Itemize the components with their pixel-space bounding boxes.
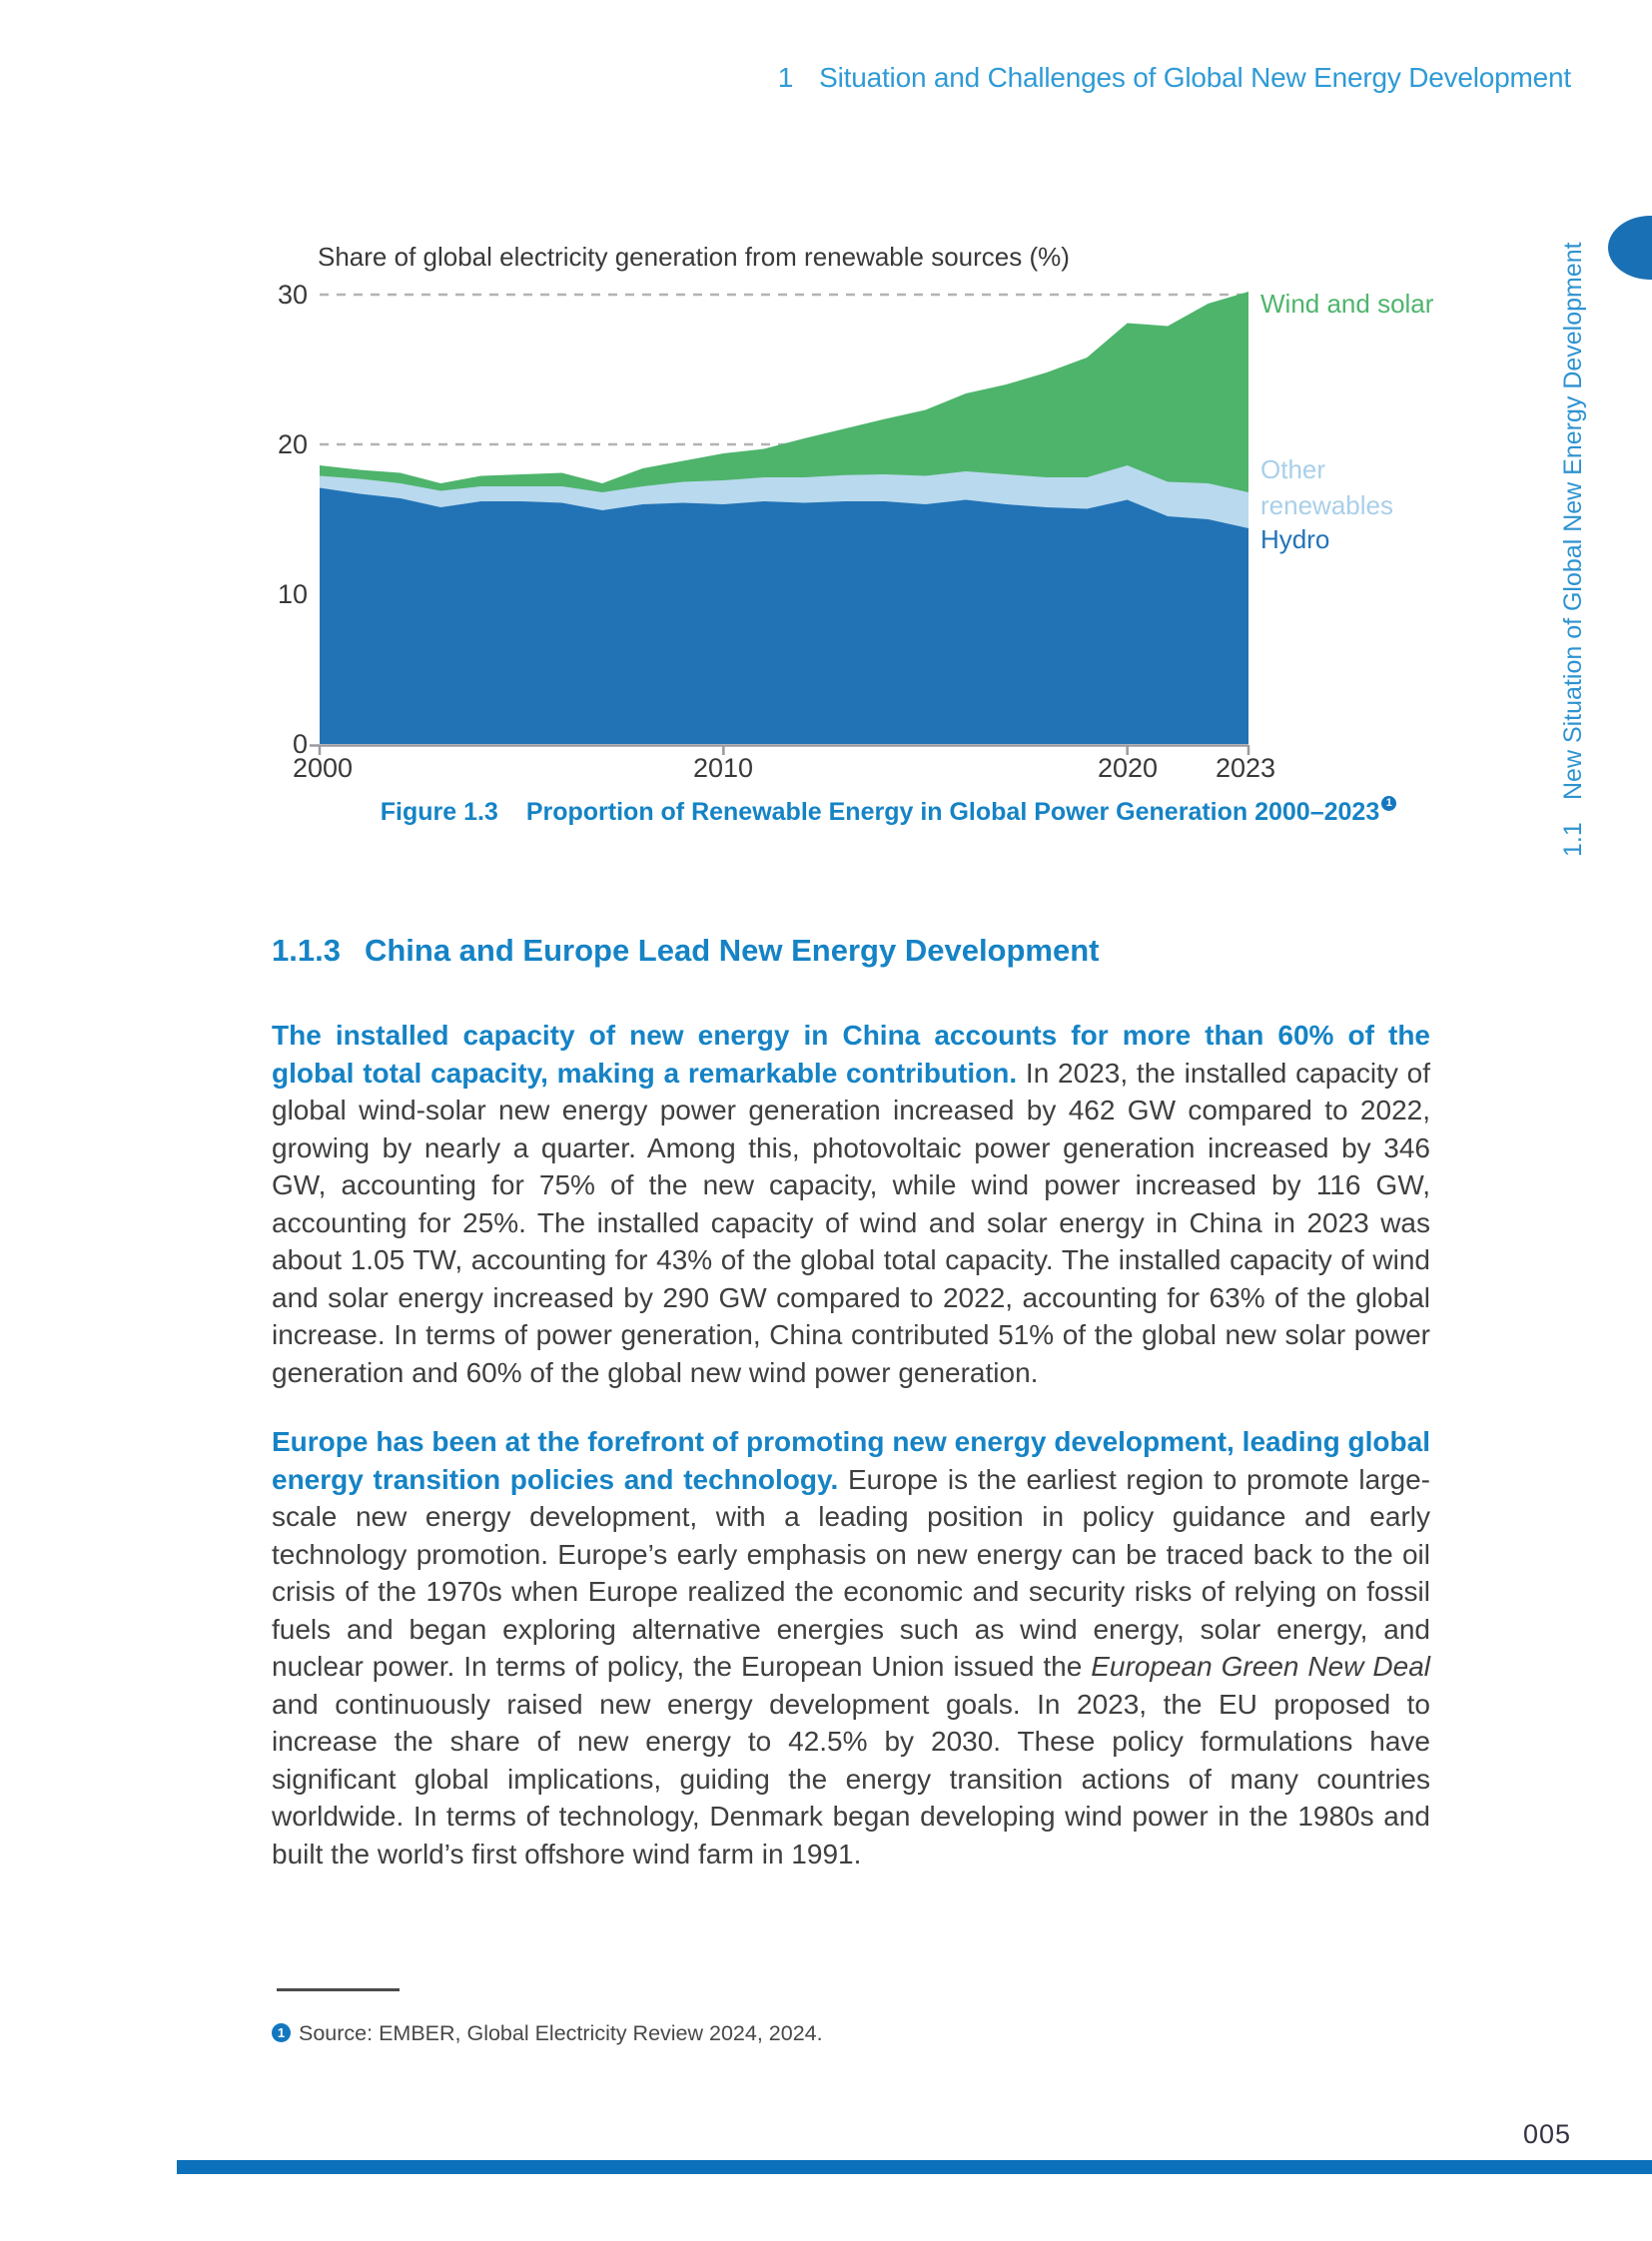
paragraph-europe-italic: European Green New Deal	[1091, 1651, 1430, 1682]
paragraph-europe-text1: Europe is the earliest region to promote…	[272, 1463, 1431, 1683]
paragraph-europe: Europe has been at the forefront of prom…	[272, 1423, 1430, 1872]
footnote-marker-badge: 1	[272, 2023, 291, 2042]
legend-hydro: Hydro	[1260, 524, 1330, 554]
chart-title: Share of global electricity generation f…	[318, 242, 1070, 272]
figure-caption: Figure 1.3 Proportion of Renewable Energy…	[272, 796, 1430, 827]
x-tick-2023: 2023	[1215, 753, 1276, 783]
x-tick-2010: 2010	[692, 753, 754, 783]
y-tick-10: 10	[277, 579, 308, 609]
y-tick-30: 30	[277, 280, 308, 310]
footnote-text: Source: EMBER, Global Electricity Review…	[299, 2021, 823, 2045]
page-number: 005	[1522, 2119, 1571, 2149]
running-header: 1 Situation and Challenges of Global New…	[778, 62, 1571, 94]
paragraph-europe-text2: and continuously raised new energy devel…	[272, 1688, 1430, 1869]
chart-canvas	[310, 292, 1250, 755]
section-heading: 1.1.3 China and Europe Lead New Energy D…	[272, 933, 1100, 968]
footnote: 1 Source: EMBER, Global Electricity Revi…	[272, 2020, 823, 2046]
footnote-divider	[277, 1988, 400, 1991]
footer-bar	[177, 2160, 1652, 2174]
chapter-number: 1	[777, 62, 794, 93]
paragraph-china-lead: The installed capacity of new energy in …	[272, 1020, 1430, 1089]
legend-other-renewables: Other renewables	[1260, 454, 1393, 520]
sidebar-section-number: 1.1	[1559, 822, 1587, 857]
chapter-title: Situation and Challenges of Global New E…	[819, 62, 1571, 93]
y-tick-20: 20	[277, 429, 308, 459]
section-title: China and Europe Lead New Energy Develop…	[364, 933, 1100, 968]
paragraph-europe-lead: Europe has been at the forefront of prom…	[272, 1426, 1430, 1495]
paragraph-china-text: In 2023, the installed capacity of globa…	[272, 1057, 1430, 1388]
x-tick-2000: 2000	[292, 753, 354, 783]
x-tick-2020: 2020	[1097, 753, 1159, 783]
y-tick-0: 0	[292, 729, 308, 759]
footnote-reference-badge: 1	[1381, 796, 1397, 811]
paragraph-china: The installed capacity of new energy in …	[272, 1017, 1430, 1391]
figure-caption-text: Proportion of Renewable Energy in Global…	[525, 798, 1380, 826]
legend-wind-and-solar: Wind and solar	[1260, 289, 1434, 319]
figure-caption-label: Figure 1.3	[380, 798, 498, 826]
section-number: 1.1.3	[272, 933, 341, 968]
